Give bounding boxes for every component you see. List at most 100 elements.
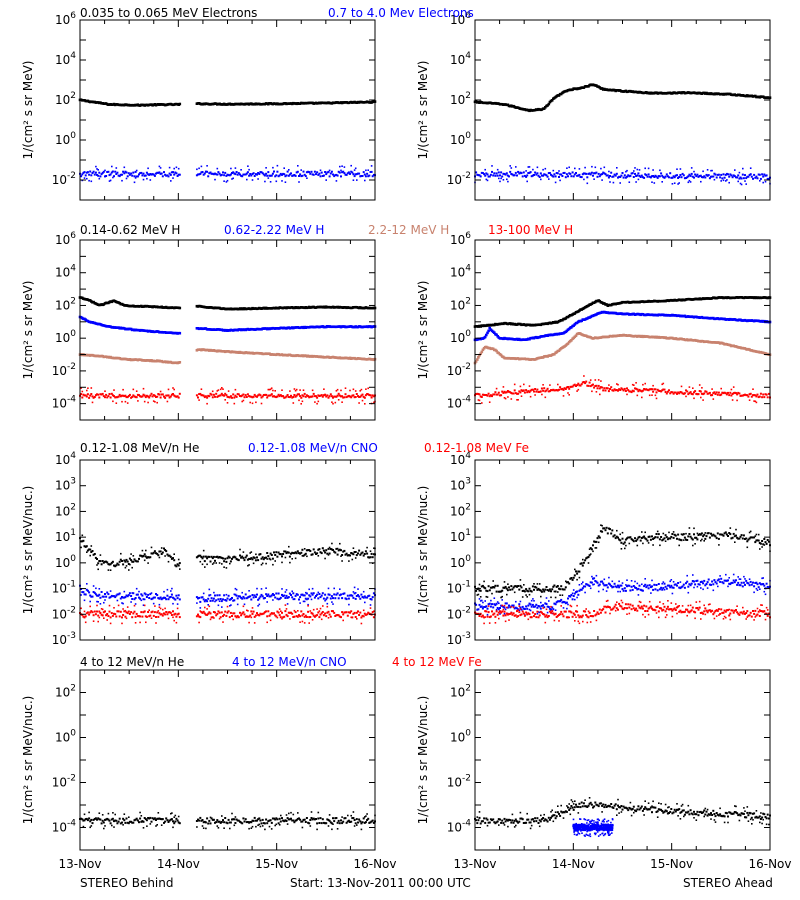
data-point xyxy=(128,393,131,396)
data-point xyxy=(158,612,161,615)
data-point xyxy=(223,174,226,177)
data-point xyxy=(210,616,213,619)
data-point xyxy=(257,605,259,607)
data-point xyxy=(699,174,702,177)
data-point xyxy=(484,587,487,590)
data-point xyxy=(585,172,588,175)
data-point xyxy=(89,600,91,603)
data-point xyxy=(750,395,753,398)
data-point xyxy=(344,173,347,176)
data-point xyxy=(296,393,299,396)
data-point xyxy=(749,392,752,395)
data-point xyxy=(132,592,135,595)
data-point xyxy=(317,597,320,600)
data-point xyxy=(584,382,587,385)
data-point xyxy=(90,174,93,177)
data-point xyxy=(97,568,99,571)
data-point xyxy=(677,533,680,536)
data-point xyxy=(513,585,516,588)
data-point xyxy=(155,396,157,398)
data-point xyxy=(282,616,285,619)
data-point xyxy=(300,551,303,554)
data-point xyxy=(209,560,212,563)
data-point xyxy=(216,395,219,398)
data-point xyxy=(251,612,254,615)
data-point xyxy=(117,604,120,607)
data-point xyxy=(198,615,201,618)
data-point xyxy=(565,580,567,583)
data-point xyxy=(628,181,631,183)
data-point xyxy=(306,177,308,179)
data-point xyxy=(553,352,556,356)
data-point xyxy=(131,598,134,600)
data-point xyxy=(322,394,325,397)
data-point xyxy=(487,329,490,333)
data-point xyxy=(244,593,247,596)
data-point xyxy=(252,172,255,175)
data-point xyxy=(96,610,98,613)
data-point xyxy=(175,621,178,624)
data-point xyxy=(336,553,339,556)
data-point xyxy=(349,389,351,392)
data-point xyxy=(653,182,656,184)
data-point xyxy=(538,176,541,178)
data-point xyxy=(501,595,503,598)
data-point xyxy=(710,169,712,172)
data-point xyxy=(131,616,134,619)
data-point xyxy=(203,396,206,399)
data-point xyxy=(218,611,221,614)
data-point xyxy=(178,173,181,176)
data-point xyxy=(494,391,497,394)
data-point xyxy=(320,394,323,397)
data-point xyxy=(225,181,228,183)
data-point xyxy=(555,389,558,391)
data-point xyxy=(634,387,636,390)
data-point xyxy=(303,173,306,176)
data-point xyxy=(367,611,370,614)
data-point xyxy=(742,177,745,180)
data-point xyxy=(97,614,100,617)
data-point xyxy=(727,173,729,176)
data-point xyxy=(271,172,274,175)
data-point xyxy=(226,395,229,398)
data-point xyxy=(327,170,330,173)
data-point xyxy=(360,593,363,596)
data-point xyxy=(652,544,654,546)
data-point xyxy=(483,393,486,396)
data-point xyxy=(637,178,640,181)
data-point xyxy=(358,614,361,616)
data-point xyxy=(592,174,594,177)
data-point xyxy=(269,558,272,561)
data-point xyxy=(170,590,172,592)
data-point xyxy=(91,401,94,404)
data-point xyxy=(568,394,570,396)
data-point xyxy=(200,596,203,599)
data-point xyxy=(263,556,266,559)
data-point xyxy=(176,607,179,610)
data-point xyxy=(508,586,510,589)
data-point xyxy=(762,175,765,178)
data-point xyxy=(696,173,699,176)
data-point xyxy=(370,396,373,399)
data-point xyxy=(710,532,712,535)
data-point xyxy=(536,588,539,591)
data-point xyxy=(708,536,711,539)
data-point xyxy=(222,615,224,618)
data-point xyxy=(145,556,148,559)
data-point xyxy=(626,175,628,178)
data-point xyxy=(249,552,251,554)
data-point xyxy=(277,393,280,396)
data-point xyxy=(586,182,589,185)
data-point xyxy=(135,587,138,590)
data-point xyxy=(199,554,202,557)
data-point xyxy=(639,389,642,392)
data-point xyxy=(662,176,665,179)
data-point xyxy=(599,386,602,389)
data-point xyxy=(169,555,172,558)
data-point xyxy=(315,395,317,398)
data-point xyxy=(318,616,321,619)
data-point xyxy=(170,180,172,182)
data-point xyxy=(627,536,630,539)
data-point xyxy=(607,176,610,179)
data-point xyxy=(543,173,546,176)
